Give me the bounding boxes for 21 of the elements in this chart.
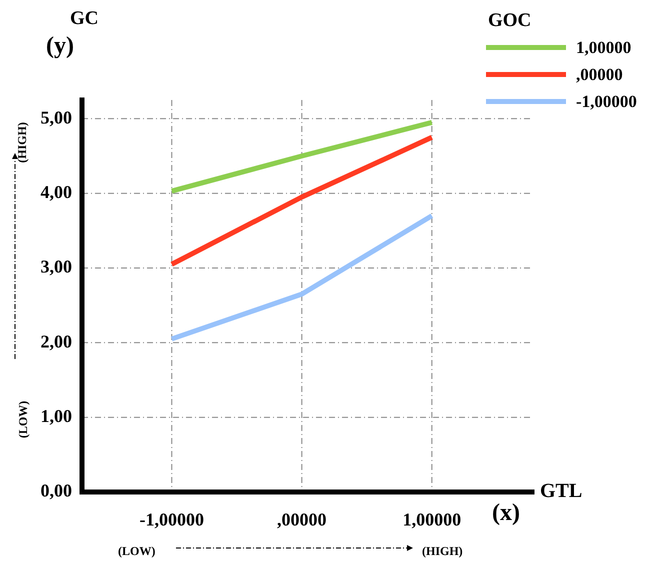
text: (HIGH) [14, 122, 30, 163]
x-axis-title: GTL [540, 480, 582, 503]
y-tick-label: 3,00 [40, 256, 72, 277]
y-tick-label: 5,00 [40, 107, 72, 128]
text: (x) [492, 500, 520, 527]
x-tick-label: ,00000 [277, 509, 327, 530]
legend-label: -1,00000 [576, 92, 637, 112]
y-tick-label: 0,00 [40, 480, 72, 501]
text: (LOW) [118, 544, 156, 559]
y-tick-label: 4,00 [40, 182, 72, 202]
text: (y) [46, 33, 74, 60]
legend-title: GOC [488, 10, 532, 32]
text: (HIGH) [422, 544, 463, 559]
legend-label: ,00000 [576, 64, 623, 84]
x-tick-label: -1,00000 [139, 509, 204, 530]
y-tick-label: 2,00 [40, 331, 72, 352]
legend-label: 1,00000 [576, 38, 632, 58]
y-tick-label: 1,00 [40, 406, 72, 426]
text: (LOW) [16, 400, 32, 438]
x-tick-label: 1,00000 [402, 509, 462, 530]
y-axis-title: GC [70, 8, 98, 30]
